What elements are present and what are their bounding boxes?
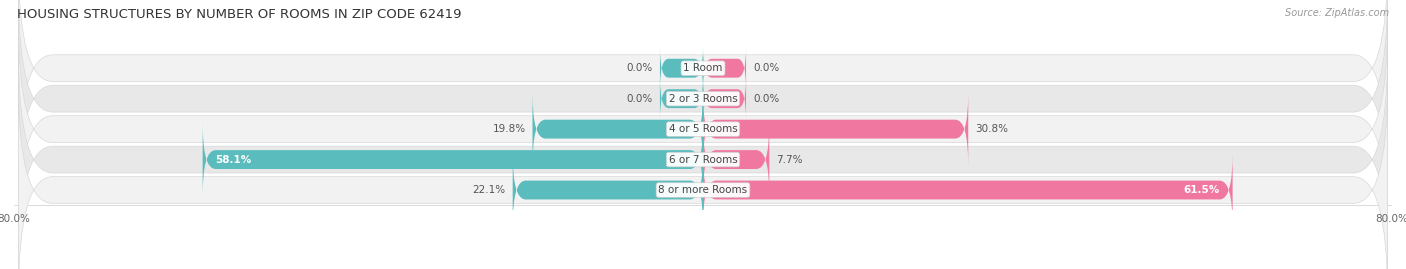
Text: 61.5%: 61.5% bbox=[1184, 185, 1219, 195]
Text: 4 or 5 Rooms: 4 or 5 Rooms bbox=[669, 124, 737, 134]
Text: 6 or 7 Rooms: 6 or 7 Rooms bbox=[669, 155, 737, 165]
Text: 22.1%: 22.1% bbox=[472, 185, 506, 195]
FancyBboxPatch shape bbox=[18, 21, 1388, 238]
FancyBboxPatch shape bbox=[513, 154, 703, 226]
Text: 0.0%: 0.0% bbox=[627, 63, 652, 73]
Text: 0.0%: 0.0% bbox=[627, 94, 652, 104]
FancyBboxPatch shape bbox=[659, 47, 703, 89]
FancyBboxPatch shape bbox=[703, 47, 747, 89]
Text: 58.1%: 58.1% bbox=[215, 155, 252, 165]
FancyBboxPatch shape bbox=[659, 78, 703, 120]
FancyBboxPatch shape bbox=[202, 123, 703, 196]
FancyBboxPatch shape bbox=[18, 82, 1388, 269]
FancyBboxPatch shape bbox=[703, 93, 969, 165]
FancyBboxPatch shape bbox=[703, 154, 1233, 226]
Text: 1 Room: 1 Room bbox=[683, 63, 723, 73]
Text: Source: ZipAtlas.com: Source: ZipAtlas.com bbox=[1285, 8, 1389, 18]
FancyBboxPatch shape bbox=[533, 93, 703, 165]
FancyBboxPatch shape bbox=[703, 123, 769, 196]
Text: 8 or more Rooms: 8 or more Rooms bbox=[658, 185, 748, 195]
Text: 7.7%: 7.7% bbox=[776, 155, 803, 165]
FancyBboxPatch shape bbox=[18, 0, 1388, 177]
Text: HOUSING STRUCTURES BY NUMBER OF ROOMS IN ZIP CODE 62419: HOUSING STRUCTURES BY NUMBER OF ROOMS IN… bbox=[17, 8, 461, 21]
FancyBboxPatch shape bbox=[18, 0, 1388, 207]
Text: 30.8%: 30.8% bbox=[976, 124, 1008, 134]
FancyBboxPatch shape bbox=[18, 51, 1388, 268]
FancyBboxPatch shape bbox=[703, 78, 747, 120]
Text: 0.0%: 0.0% bbox=[754, 63, 779, 73]
Text: 19.8%: 19.8% bbox=[492, 124, 526, 134]
Text: 0.0%: 0.0% bbox=[754, 94, 779, 104]
Text: 2 or 3 Rooms: 2 or 3 Rooms bbox=[669, 94, 737, 104]
